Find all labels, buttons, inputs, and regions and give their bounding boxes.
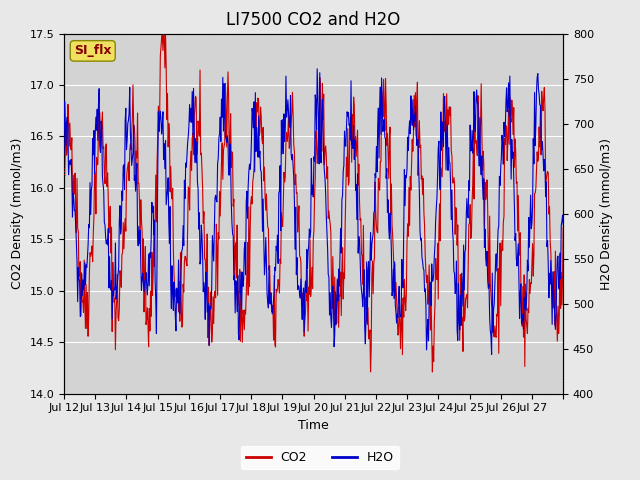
Legend: CO2, H2O: CO2, H2O (241, 446, 399, 469)
Text: SI_flx: SI_flx (74, 44, 111, 58)
X-axis label: Time: Time (298, 419, 329, 432)
Y-axis label: CO2 Density (mmol/m3): CO2 Density (mmol/m3) (11, 138, 24, 289)
Title: LI7500 CO2 and H2O: LI7500 CO2 and H2O (227, 11, 401, 29)
Y-axis label: H2O Density (mmol/m3): H2O Density (mmol/m3) (600, 138, 612, 289)
